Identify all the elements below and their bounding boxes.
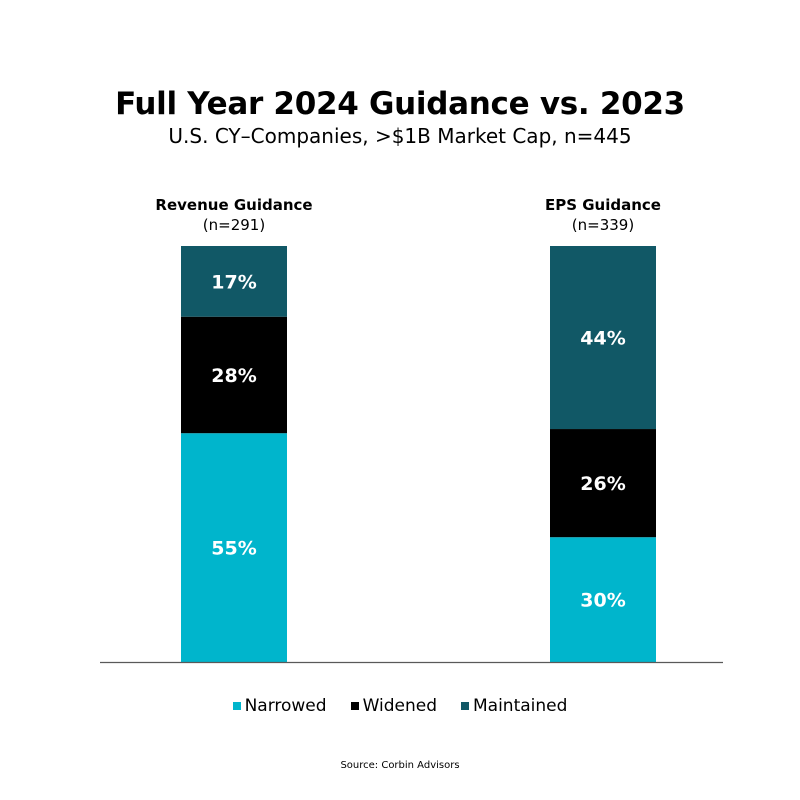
data-label: 44% bbox=[580, 328, 625, 350]
legend-item-maintained: Maintained bbox=[461, 696, 567, 716]
legend-item-widened: Widened bbox=[350, 696, 437, 716]
category-label-eps: EPS Guidance (n=339) bbox=[483, 195, 723, 235]
bar-segment-widened-revenue bbox=[181, 316, 287, 434]
data-label: 17% bbox=[211, 271, 256, 293]
bar-segment-maintained-revenue bbox=[181, 246, 287, 317]
bar-segment-narrowed-eps bbox=[550, 537, 656, 662]
legend-label: Narrowed bbox=[244, 696, 327, 716]
legend: Narrowed Widened Maintained bbox=[0, 696, 800, 716]
category-name: EPS Guidance bbox=[544, 196, 661, 214]
bar-segment-widened-eps bbox=[550, 429, 656, 538]
legend-swatch bbox=[232, 702, 241, 710]
legend-label: Maintained bbox=[473, 696, 568, 716]
source-note: Source: Corbin Advisors bbox=[340, 760, 460, 771]
category-label-revenue: Revenue Guidance (n=291) bbox=[114, 195, 354, 235]
chart-subtitle: U.S. CY–Companies, >$1B Market Cap, n=44… bbox=[168, 124, 632, 148]
data-label: 28% bbox=[211, 365, 256, 387]
category-name: Revenue Guidance bbox=[155, 196, 313, 214]
data-label: 26% bbox=[580, 473, 625, 495]
bar-segment-maintained-eps bbox=[550, 246, 656, 430]
data-label: 55% bbox=[211, 538, 256, 560]
chart-title: Full Year 2024 Guidance vs. 2023 bbox=[115, 86, 685, 122]
legend-label: Widened bbox=[362, 696, 437, 716]
category-count: (n=291) bbox=[202, 216, 266, 234]
category-count: (n=339) bbox=[571, 216, 635, 234]
bar-segment-narrowed-revenue bbox=[181, 433, 287, 662]
data-label: 30% bbox=[580, 590, 625, 612]
legend-swatch bbox=[350, 702, 359, 710]
legend-item-narrowed: Narrowed bbox=[232, 696, 327, 716]
legend-swatch bbox=[461, 702, 469, 710]
